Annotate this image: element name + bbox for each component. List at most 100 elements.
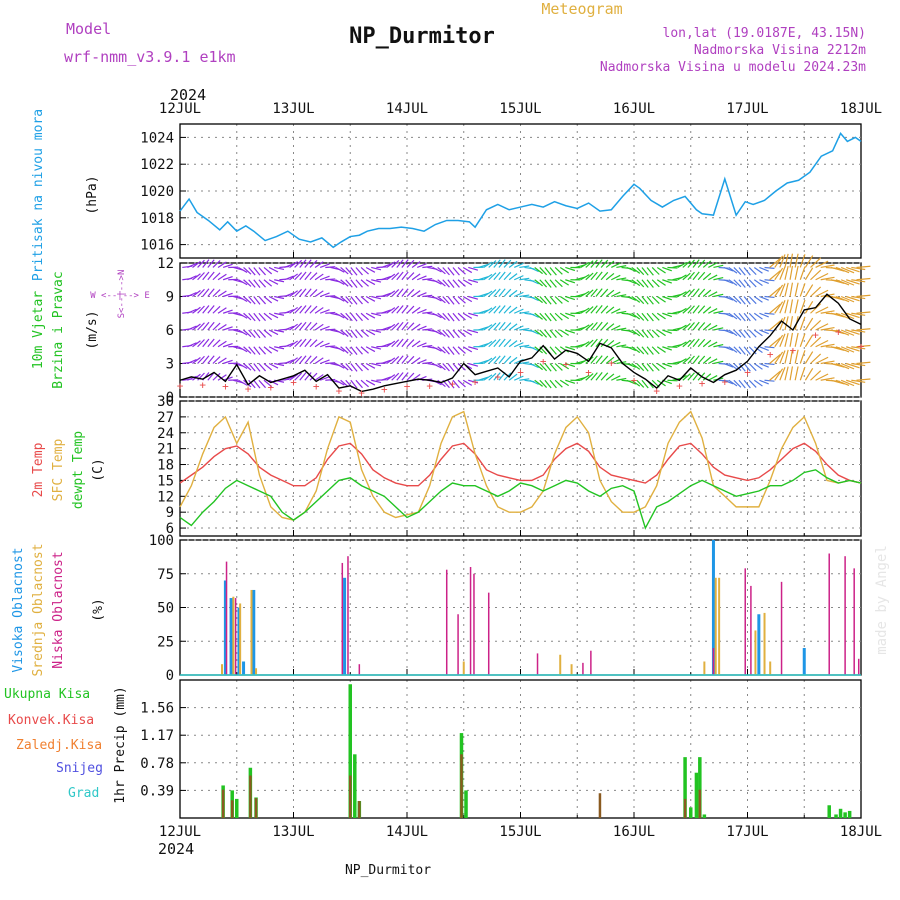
wind-barb	[309, 305, 318, 314]
wind-barb	[217, 324, 227, 331]
wind-barb	[631, 279, 641, 287]
wind-barb	[493, 338, 501, 348]
credit-label: made by Angel	[874, 545, 890, 655]
wind-barb	[738, 379, 746, 389]
wind-barb	[396, 355, 404, 364]
cloud-bar-high	[802, 648, 806, 675]
wind-barb	[626, 279, 637, 285]
wind-barb	[207, 288, 215, 297]
wind-barb	[626, 346, 637, 352]
wind-barb	[253, 346, 261, 355]
wind-barb	[432, 312, 442, 319]
wind-barb	[682, 373, 691, 381]
wind-barb	[416, 325, 427, 331]
wind-barb	[304, 288, 312, 297]
wind-barb	[774, 334, 784, 348]
wind-barb	[779, 266, 786, 280]
cloud-bar-mid	[255, 668, 258, 675]
wind-barb	[534, 266, 543, 275]
wind-barb	[692, 288, 700, 297]
wind-barb	[611, 325, 621, 331]
wind-barb	[559, 279, 569, 286]
wind-barb	[493, 288, 501, 297]
wind-barb	[422, 345, 433, 348]
wind-barb	[299, 288, 307, 297]
wind-barb	[820, 264, 835, 269]
wind-barb	[667, 279, 678, 281]
wind-barb	[840, 346, 855, 353]
wind-barb	[539, 379, 548, 388]
wind-barb	[810, 319, 822, 331]
wind-barb	[600, 259, 609, 268]
wind-barb	[697, 259, 706, 268]
wind-barb	[442, 267, 450, 276]
wind-barb	[335, 312, 345, 319]
wind-barb	[851, 346, 866, 350]
wind-barb	[605, 373, 615, 381]
wind-barb	[519, 311, 530, 314]
wind-barb	[325, 328, 336, 331]
wind-barb	[677, 262, 687, 268]
wind-barb	[263, 312, 273, 321]
wind-barb	[243, 346, 252, 354]
cloud-bar-low	[844, 556, 846, 675]
wind-barb	[549, 363, 557, 372]
wind-barb	[289, 373, 299, 381]
wind-barb	[728, 312, 738, 320]
wind-barb	[498, 338, 506, 348]
wind-barb	[779, 350, 786, 364]
wind-gust-marker: +	[267, 381, 274, 394]
wind-barb	[529, 312, 539, 318]
precip-bar-convective	[698, 789, 702, 818]
wind-barb	[386, 323, 396, 331]
y-tick-label-panel1: 12	[157, 256, 174, 272]
wind-barb	[549, 379, 557, 389]
wind-barb	[488, 339, 497, 348]
wind-barb	[784, 299, 789, 314]
wind-barb	[682, 289, 691, 297]
wind-barb	[753, 379, 763, 387]
wind-barb	[432, 295, 442, 302]
wind-barb	[677, 358, 687, 365]
wind-barb	[651, 267, 660, 275]
wind-barb	[764, 295, 775, 299]
wind-barb	[243, 267, 252, 275]
wind-barb	[197, 259, 205, 268]
cloud-bar-high	[343, 577, 347, 675]
wind-barb	[207, 321, 215, 331]
wind-barb	[529, 362, 539, 369]
wind-barb	[539, 296, 548, 305]
wind-barb	[498, 288, 506, 297]
wind-gust-marker: +	[790, 344, 797, 357]
wind-barb	[738, 346, 746, 355]
wind-barb	[697, 288, 706, 297]
wind-barb	[753, 296, 763, 303]
wind-barb	[447, 363, 455, 372]
wind-barb	[396, 288, 404, 297]
wind-barb	[355, 363, 363, 372]
wind-barb	[815, 272, 829, 281]
wind-barb	[345, 312, 353, 322]
wind-barb	[856, 344, 871, 348]
wind-barb	[217, 273, 227, 281]
wind-barb	[651, 346, 660, 355]
wind-barb	[554, 296, 563, 304]
wind-barb	[289, 273, 299, 281]
wind-barb	[386, 273, 396, 281]
wind-barb	[268, 346, 279, 352]
wind-barb	[697, 355, 706, 364]
wind-barb	[692, 271, 700, 281]
wind-barb	[641, 267, 649, 276]
wind-barb	[774, 267, 784, 281]
wind-barb	[856, 378, 871, 381]
wind-barb	[590, 271, 598, 281]
y-tick-label-panel0: 1020	[140, 184, 174, 200]
wind-barb	[851, 312, 866, 316]
wind-barb	[268, 312, 279, 319]
temp-ylabel-2m: 2m Temp	[31, 442, 46, 497]
wind-barb	[335, 362, 345, 369]
wind-barb	[396, 305, 404, 314]
wind-barb	[238, 279, 248, 286]
wind-barb	[325, 295, 336, 298]
